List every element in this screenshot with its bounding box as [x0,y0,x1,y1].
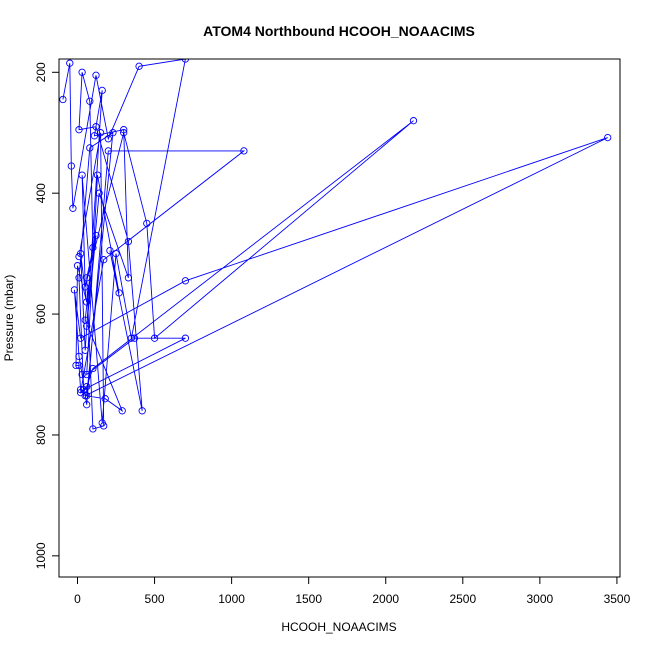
data-point [150,334,159,342]
y-tick-label: 800 [34,425,48,445]
data-point [96,129,105,137]
data-point [104,135,112,143]
data-point [78,370,86,379]
data-point [181,277,190,285]
data-point [130,334,139,342]
data-point [143,219,151,228]
data-point [106,246,114,255]
data-point [89,364,97,373]
x-tick-label: 0 [74,592,81,606]
data-point [75,361,83,370]
data-point [115,289,123,297]
data-point [73,262,82,270]
data-point [118,407,126,415]
data-point [409,117,418,125]
data-layer [59,59,612,433]
y-tick-label: 400 [34,183,48,203]
y-tick-label: 600 [34,304,48,324]
data-point [101,395,109,403]
chart-title: ATOM4 Northbound HCOOH_NOAACIMS [203,23,475,39]
data-point [90,132,99,140]
data-point [75,274,83,282]
data-point [98,86,106,95]
data-point [181,334,190,342]
data-point [92,71,100,79]
x-axis: 0 500 1000 1500 2000 2500 3000 3500 [74,576,631,606]
data-point [81,346,89,354]
x-tick-label: 2000 [372,592,399,606]
data-point [86,144,94,152]
data-point [120,126,128,134]
data-point [83,401,91,409]
data-point [100,422,108,430]
data-point [76,385,85,394]
data-point [81,283,89,291]
data-point [95,189,103,197]
data-point [93,171,102,179]
data-point [69,204,77,212]
data-point [135,62,143,70]
data-point [76,334,85,342]
y-axis: 200 400 600 800 1000 [34,62,59,569]
data-point [604,133,612,142]
series-line [62,59,608,430]
data-point [83,298,91,306]
data-point [100,256,108,264]
data-point [83,370,91,379]
data-point [83,274,91,282]
data-point [138,407,146,415]
y-axis-label: Pressure (mbar) [2,275,16,362]
data-point [75,126,83,134]
x-tick-label: 1000 [218,592,245,606]
x-tick-label: 500 [145,592,165,606]
data-point [89,243,97,252]
data-point [124,237,133,246]
data-point [59,95,67,104]
data-point [75,252,83,261]
data-point [78,171,86,179]
data-point [181,59,190,63]
data-point [67,162,75,170]
data-point [109,129,117,137]
data-point [112,249,120,258]
data-point [104,147,112,155]
data-point [80,385,88,394]
data-point [124,274,133,282]
data-point [66,59,74,67]
x-tick-label: 3000 [527,592,554,606]
y-tick-label: 1000 [34,542,48,569]
data-point [92,123,100,131]
data-point [120,129,128,137]
x-tick-label: 1500 [295,592,322,606]
data-point [86,97,94,105]
data-point [240,147,248,155]
x-tick-label: 2500 [449,592,476,606]
data-point [78,68,86,76]
data-point [83,392,91,400]
data-point [92,231,100,240]
data-point [75,352,83,361]
x-axis-label: HCOOH_NOAACIMS [281,620,396,634]
x-tick-label: 3500 [604,592,631,606]
data-point [72,361,80,370]
data-point [70,286,79,294]
plot-frame [58,58,621,578]
data-point [83,322,91,330]
data-point [89,425,97,433]
data-point [127,334,136,342]
y-tick-label: 200 [34,62,48,82]
